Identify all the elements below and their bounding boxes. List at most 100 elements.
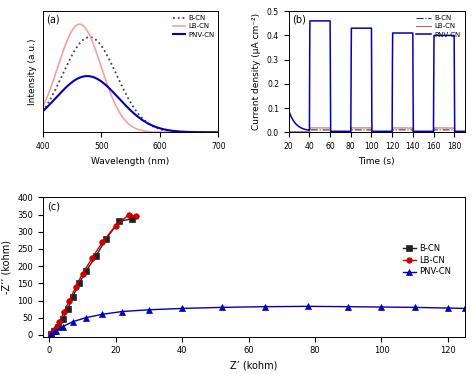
PNV-CN	[379, 305, 384, 309]
PNV-CN	[219, 305, 225, 310]
PNV-CN	[426, 129, 431, 134]
Text: (b): (b)	[292, 15, 306, 25]
B-CN	[216, 130, 221, 135]
B-CN	[144, 120, 149, 125]
PNV-CN	[416, 129, 422, 134]
LB-CN	[349, 126, 355, 130]
PNV-CN	[40, 109, 46, 114]
Line: LB-CN: LB-CN	[43, 24, 219, 132]
PNV-CN	[328, 129, 333, 134]
Line: B-CN: B-CN	[289, 130, 465, 132]
PNV-CN	[173, 129, 178, 134]
PNV-CN	[350, 26, 356, 30]
LB-CN	[53, 326, 59, 330]
Line: LB-CN: LB-CN	[48, 212, 138, 337]
Line: PNV-CN: PNV-CN	[43, 76, 219, 132]
LB-CN	[77, 22, 82, 27]
LB-CN	[398, 126, 403, 130]
B-CN	[349, 128, 355, 132]
B-CN	[173, 129, 178, 134]
Legend: B-CN, LB-CN, PNV-CN: B-CN, LB-CN, PNV-CN	[172, 15, 215, 38]
Line: B-CN: B-CN	[48, 216, 135, 337]
B-CN	[83, 269, 89, 273]
LB-CN	[295, 129, 301, 134]
PNV-CN	[412, 305, 418, 310]
B-CN	[70, 295, 75, 299]
PNV-CN	[307, 19, 313, 23]
X-axis label: Z’ (kohm): Z’ (kohm)	[230, 361, 277, 371]
B-CN	[55, 325, 61, 329]
LB-CN	[144, 129, 149, 134]
Y-axis label: -Z’’ (kohm): -Z’’ (kohm)	[1, 240, 11, 294]
PNV-CN	[179, 306, 185, 311]
B-CN	[462, 130, 467, 134]
LB-CN	[416, 129, 422, 134]
Line: PNV-CN: PNV-CN	[289, 21, 465, 131]
Line: PNV-CN: PNV-CN	[48, 304, 467, 337]
B-CN	[60, 317, 65, 322]
B-CN	[71, 50, 77, 54]
PNV-CN	[286, 108, 292, 113]
B-CN	[416, 130, 422, 134]
B-CN	[87, 35, 92, 39]
PNV-CN	[157, 126, 163, 131]
PNV-CN	[53, 328, 59, 333]
LB-CN	[48, 332, 54, 337]
LB-CN	[56, 319, 62, 324]
Y-axis label: Intensity (a.u.): Intensity (a.u.)	[28, 39, 37, 105]
LB-CN	[113, 223, 118, 228]
PNV-CN	[295, 123, 301, 128]
Text: (a): (a)	[46, 15, 60, 25]
PNV-CN	[70, 319, 75, 324]
PNV-CN	[144, 120, 149, 125]
LB-CN	[462, 129, 467, 134]
LB-CN	[40, 105, 46, 109]
LB-CN	[173, 130, 178, 135]
PNV-CN	[60, 324, 65, 329]
PNV-CN	[462, 129, 467, 134]
PNV-CN	[83, 315, 89, 320]
B-CN	[52, 329, 57, 334]
LB-CN	[85, 30, 91, 34]
B-CN	[157, 127, 163, 132]
LB-CN	[80, 272, 85, 276]
B-CN	[398, 128, 403, 132]
PNV-CN	[216, 130, 221, 135]
B-CN	[48, 332, 54, 337]
LB-CN	[73, 285, 79, 289]
LB-CN	[62, 309, 67, 314]
B-CN	[119, 85, 125, 89]
B-CN	[295, 130, 301, 134]
LB-CN	[133, 214, 138, 218]
Y-axis label: Current density (μA cm⁻²): Current density (μA cm⁻²)	[252, 13, 261, 130]
LB-CN	[426, 129, 431, 134]
Line: B-CN: B-CN	[43, 37, 219, 132]
B-CN	[65, 307, 71, 311]
LB-CN	[90, 255, 95, 260]
LB-CN	[100, 240, 105, 244]
B-CN	[40, 109, 46, 114]
PNV-CN	[100, 312, 105, 316]
LB-CN	[157, 130, 163, 134]
PNV-CN	[119, 309, 125, 314]
PNV-CN	[84, 74, 90, 78]
B-CN	[426, 130, 431, 134]
B-CN	[307, 128, 313, 132]
Legend: B-CN, LB-CN, PNV-CN: B-CN, LB-CN, PNV-CN	[415, 15, 461, 38]
PNV-CN	[48, 332, 54, 337]
PNV-CN	[462, 306, 467, 311]
B-CN	[116, 219, 122, 224]
LB-CN	[216, 130, 221, 135]
PNV-CN	[263, 304, 268, 309]
PNV-CN	[306, 304, 311, 309]
B-CN	[390, 128, 396, 132]
PNV-CN	[119, 100, 125, 104]
Legend: B-CN, LB-CN, PNV-CN: B-CN, LB-CN, PNV-CN	[402, 243, 452, 277]
B-CN	[286, 130, 292, 134]
LB-CN	[119, 115, 125, 119]
B-CN	[129, 217, 135, 221]
B-CN	[103, 237, 109, 242]
LB-CN	[390, 126, 396, 130]
LB-CN	[126, 212, 132, 217]
Text: (c): (c)	[47, 202, 60, 212]
